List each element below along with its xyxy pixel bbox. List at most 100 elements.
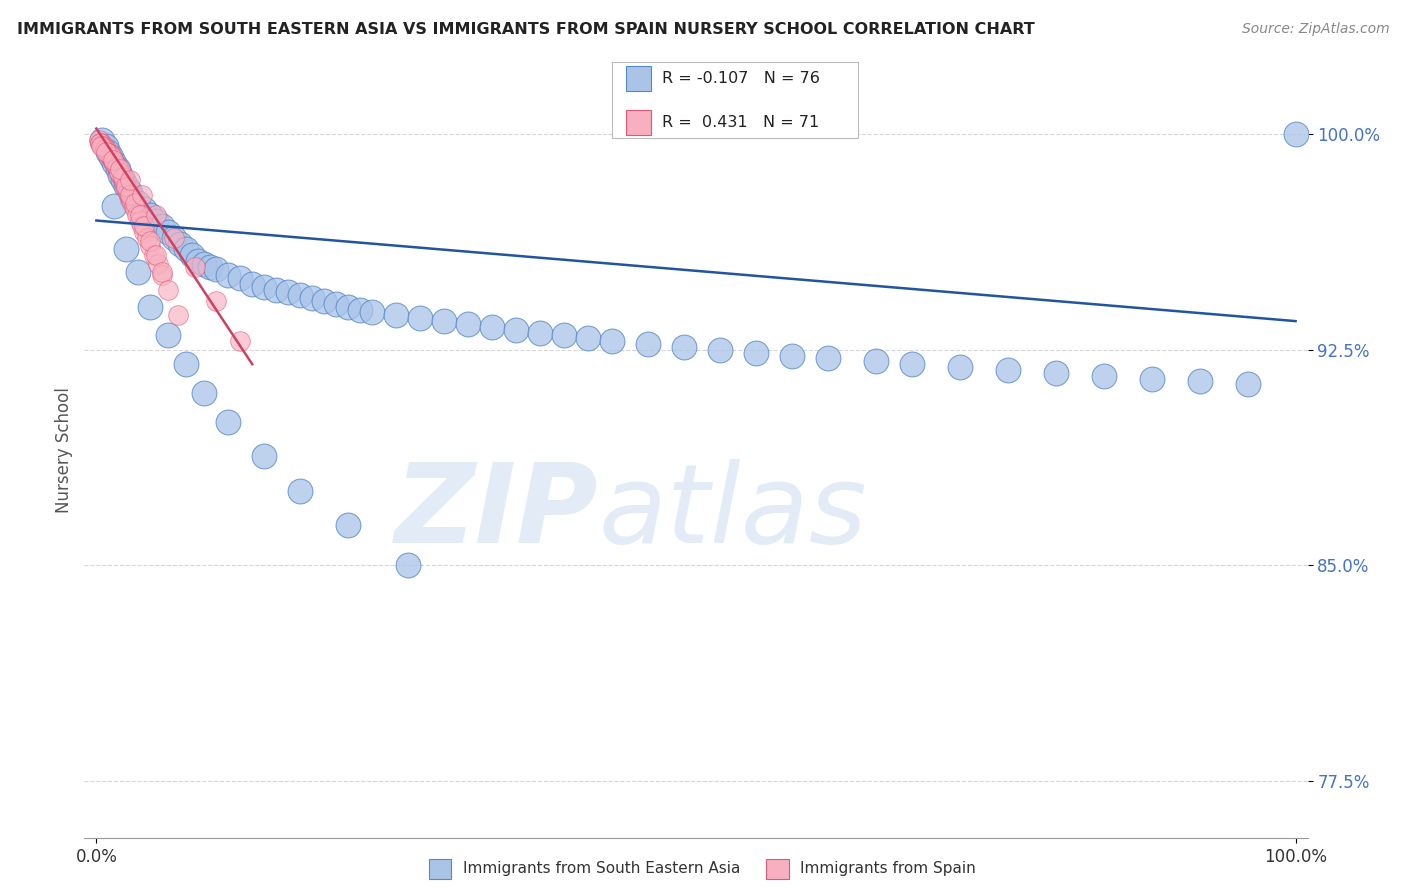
Point	[253, 279, 276, 293]
Point	[107, 161, 129, 176]
Point	[139, 239, 162, 253]
Point	[127, 208, 149, 222]
Point	[103, 156, 125, 170]
Point	[93, 142, 117, 156]
Point	[101, 153, 124, 168]
Point	[110, 168, 132, 182]
Point	[118, 190, 141, 204]
Point	[105, 159, 128, 173]
Text: Immigrants from Spain: Immigrants from Spain	[800, 862, 976, 876]
Point	[145, 208, 167, 222]
Point	[457, 317, 479, 331]
Point	[145, 213, 167, 227]
Point	[91, 138, 114, 153]
Point	[118, 187, 141, 202]
Point	[118, 185, 141, 199]
Y-axis label: Nursery School: Nursery School	[55, 387, 73, 514]
Point	[103, 156, 125, 170]
Text: IMMIGRANTS FROM SOUTH EASTERN ASIA VS IMMIGRANTS FROM SPAIN NURSERY SCHOOL CORRE: IMMIGRANTS FROM SOUTH EASTERN ASIA VS IM…	[17, 22, 1035, 37]
Point	[98, 147, 121, 161]
Point	[157, 283, 180, 297]
Point	[277, 285, 299, 300]
Point	[290, 288, 312, 302]
Point	[229, 271, 252, 285]
Point	[672, 340, 695, 354]
Point	[817, 351, 839, 366]
Point	[205, 262, 228, 277]
Point	[110, 170, 132, 185]
Point	[131, 219, 153, 234]
Point	[150, 219, 173, 234]
Point	[301, 291, 323, 305]
Point	[122, 199, 145, 213]
Point	[780, 349, 803, 363]
Point	[93, 142, 117, 156]
Point	[396, 558, 419, 573]
Point	[115, 182, 138, 196]
Point	[1140, 371, 1163, 385]
Point	[290, 483, 312, 498]
Point	[118, 187, 141, 202]
Point	[127, 196, 149, 211]
Point	[314, 293, 336, 308]
Point	[128, 213, 150, 227]
Point	[174, 357, 197, 371]
Point	[101, 153, 124, 168]
Point	[157, 225, 180, 239]
Point	[949, 360, 972, 375]
Point	[120, 194, 142, 208]
Point	[124, 196, 146, 211]
Point	[139, 300, 162, 314]
Point	[96, 145, 118, 159]
Point	[205, 293, 228, 308]
Point	[142, 248, 165, 262]
Point	[94, 145, 117, 159]
Point	[134, 219, 156, 234]
Text: atlas: atlas	[598, 459, 866, 566]
Point	[89, 136, 111, 150]
Point	[193, 386, 215, 401]
Point	[385, 309, 408, 323]
Point	[183, 260, 205, 274]
Point	[505, 323, 527, 337]
Point	[89, 136, 111, 150]
Point	[181, 248, 204, 262]
Point	[157, 328, 180, 343]
Point	[134, 202, 156, 216]
Point	[93, 138, 115, 153]
Point	[94, 138, 117, 153]
Point	[600, 334, 623, 349]
Point	[139, 208, 162, 222]
Point	[100, 150, 122, 164]
Point	[97, 145, 120, 159]
Point	[103, 199, 125, 213]
Point	[433, 314, 456, 328]
Point	[1188, 375, 1211, 389]
Point	[187, 253, 209, 268]
Point	[91, 138, 114, 153]
Point	[96, 145, 118, 159]
Point	[529, 326, 551, 340]
Point	[107, 161, 129, 176]
Point	[90, 138, 112, 153]
Text: Source: ZipAtlas.com: Source: ZipAtlas.com	[1241, 22, 1389, 37]
Point	[325, 297, 347, 311]
Point	[337, 300, 360, 314]
Text: R =  0.431   N = 71: R = 0.431 N = 71	[662, 115, 820, 129]
Point	[112, 176, 135, 190]
Point	[104, 159, 127, 173]
Point	[108, 164, 131, 178]
Point	[87, 133, 110, 147]
Point	[127, 265, 149, 279]
Point	[94, 142, 117, 156]
Text: Immigrants from South Eastern Asia: Immigrants from South Eastern Asia	[463, 862, 740, 876]
Point	[217, 415, 239, 429]
Point	[134, 225, 156, 239]
Point	[91, 133, 114, 147]
Point	[217, 268, 239, 282]
Point	[174, 242, 197, 256]
Point	[637, 337, 659, 351]
Point	[111, 170, 134, 185]
Point	[200, 260, 222, 274]
Point	[131, 187, 153, 202]
